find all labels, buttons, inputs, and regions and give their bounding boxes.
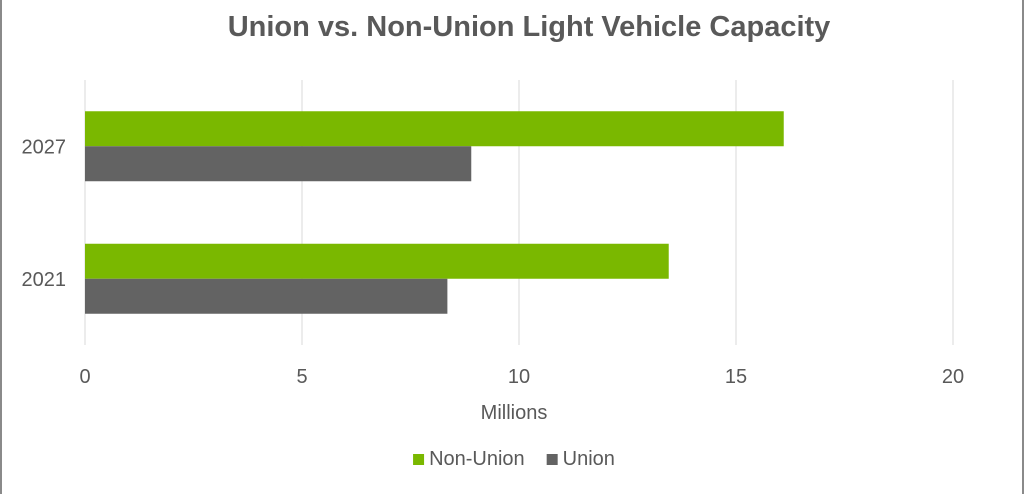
x-tick-label: 5 xyxy=(296,366,307,388)
bar-union-2021 xyxy=(85,278,448,314)
legend-label: Union xyxy=(563,448,615,470)
legend-label: Non-Union xyxy=(429,448,525,470)
y-tick-label: 2021 xyxy=(22,269,67,291)
legend-item: Non-Union xyxy=(413,448,525,470)
x-tick-label: 15 xyxy=(725,366,747,388)
bar-union-2027 xyxy=(85,146,472,182)
x-tick-label: 0 xyxy=(79,366,90,388)
legend: Non-Union Union xyxy=(413,448,615,470)
x-axis-labels: 0 5 10 15 20 xyxy=(79,366,964,388)
bar-non-union-2021 xyxy=(85,243,669,279)
y-tick-label: 2027 xyxy=(22,136,67,158)
x-axis-title: Millions xyxy=(481,402,548,424)
chart-title: Union vs. Non-Union Light Vehicle Capaci… xyxy=(228,11,831,43)
bar-non-union-2027 xyxy=(85,111,784,147)
legend-swatch xyxy=(413,454,425,465)
y-axis-labels: 2027 2021 xyxy=(22,136,67,291)
bars xyxy=(85,111,784,314)
legend-item: Union xyxy=(546,448,615,470)
legend-swatch xyxy=(546,454,558,465)
x-tick-label: 10 xyxy=(508,366,530,388)
x-tick-label: 20 xyxy=(942,366,964,388)
